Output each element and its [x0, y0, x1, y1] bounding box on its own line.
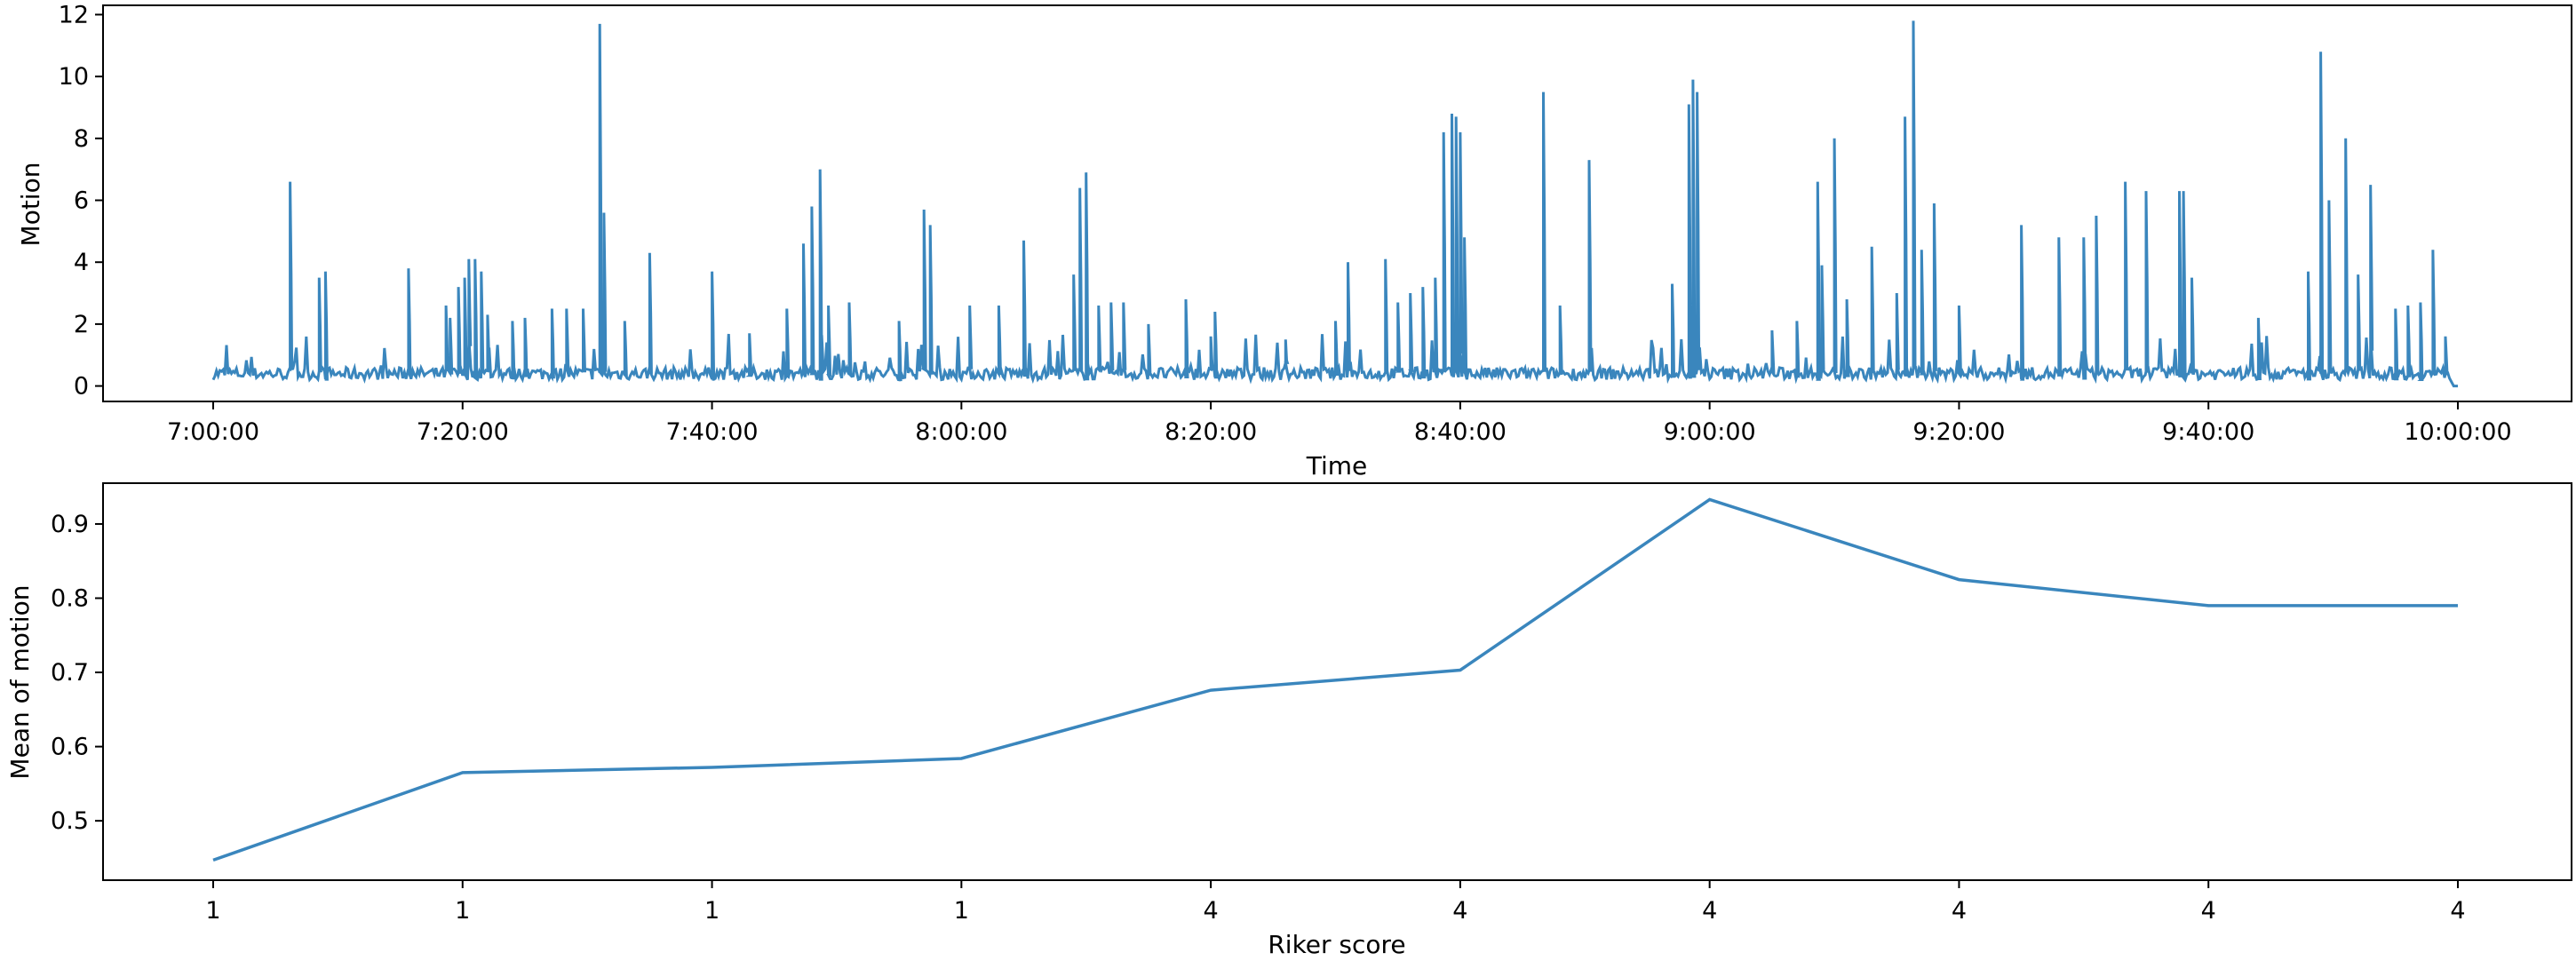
bottom-points [212, 499, 2459, 861]
top-y-axis-label: Motion [16, 163, 45, 247]
bottom-plot-frame [102, 482, 2572, 881]
top-x-tick-label: 8:40:00 [1414, 418, 1507, 446]
bottom-x-tick-label: 4 [2201, 897, 2216, 925]
top-y-tick-label: 8 [74, 125, 89, 153]
top-x-tick-label: 7:00:00 [167, 418, 259, 446]
top-x-axis: 7:00:00 7:20:00 7:40:00 8:00:00 8:20:00 8:40:… [167, 401, 2512, 446]
top-x-tick-label: 9:00:00 [1664, 418, 1756, 446]
bottom-y-axis-label: Mean of motion [5, 584, 35, 779]
riker-mean-chart: 0.5 0.6 0.7 0.8 0.9 1 1 1 1 4 4 4 4 4 4 Riker score M… [5, 482, 2572, 959]
bottom-x-tick-label: 4 [1952, 897, 1967, 925]
top-x-tick-label: 9:40:00 [2162, 418, 2254, 446]
top-y-tick-label: 4 [74, 249, 89, 276]
bottom-y-tick-label: 0.7 [51, 659, 89, 687]
top-y-tick-label: 0 [74, 373, 89, 401]
top-x-tick-label: 8:00:00 [915, 418, 1007, 446]
bottom-x-axis-label: Riker score [1268, 930, 1405, 959]
top-x-tick-label: 9:20:00 [1912, 418, 2005, 446]
bottom-y-tick-label: 0.5 [51, 807, 89, 835]
bottom-y-tick-label: 0.8 [51, 585, 89, 613]
top-y-axis: 0 2 4 6 8 10 12 [59, 1, 103, 401]
top-y-tick-label: 2 [74, 311, 89, 338]
top-y-tick-label: 10 [59, 63, 89, 91]
bottom-x-axis: 1 1 1 1 4 4 4 4 4 4 [205, 880, 2466, 925]
top-x-tick-label: 7:40:00 [666, 418, 759, 446]
bottom-x-tick-label: 1 [954, 897, 969, 925]
motion-series-line [211, 20, 2458, 388]
bottom-x-tick-label: 1 [455, 897, 470, 925]
top-y-tick-label: 6 [74, 187, 89, 215]
top-x-axis-label: Time [1306, 451, 1368, 480]
bottom-y-tick-label: 0.6 [51, 734, 89, 761]
top-x-tick-label: 8:20:00 [1165, 418, 1257, 446]
bottom-x-tick-label: 4 [1452, 897, 1467, 925]
bottom-x-tick-label: 4 [1702, 897, 1717, 925]
bottom-x-tick-label: 4 [2450, 897, 2465, 925]
top-y-tick-label: 12 [59, 1, 89, 28]
bottom-x-tick-label: 1 [704, 897, 720, 925]
top-x-tick-label: 10:00:00 [2404, 418, 2511, 446]
top-x-tick-label: 7:20:00 [417, 418, 509, 446]
bottom-x-tick-label: 1 [205, 897, 220, 925]
motion-time-chart: 0 2 4 6 8 10 12 7:00:00 7:20:00 7:40:00 8:00:00 8:… [16, 1, 2572, 480]
mean-motion-series-line [212, 497, 2458, 862]
bottom-y-tick-label: 0.9 [51, 511, 89, 538]
bottom-y-axis: 0.5 0.6 0.7 0.8 0.9 [51, 511, 103, 835]
bottom-x-tick-label: 4 [1204, 897, 1219, 925]
